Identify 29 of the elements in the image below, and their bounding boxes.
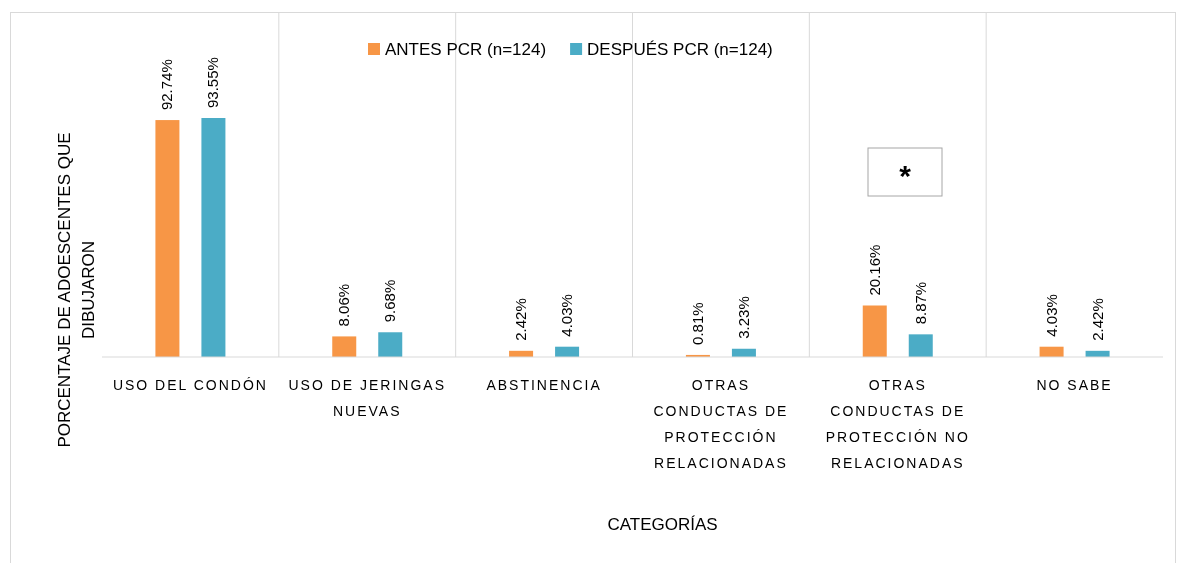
x-tick-label: NO SABE [1036,377,1113,393]
x-axis-title: CATEGORÍAS [607,515,718,534]
data-label: 8.06% [335,283,353,327]
legend-label: ANTES PCR (n=124) [385,40,547,59]
bar [862,305,887,357]
bar [201,118,226,357]
data-label: 2.42% [1088,298,1106,341]
x-tick-label: ABSTINENCIA [486,377,602,393]
data-label: 20.16% [865,244,883,296]
annotation: * [899,159,912,192]
data-label: 2.42% [512,298,530,341]
x-tick-label: OTRAS CONDUCTAS DE PROTECCIÓN RELACIONADAS [653,377,789,471]
bar [908,334,933,357]
data-label: 9.68% [381,279,399,323]
data-label: 0.81% [688,302,706,345]
data-label: 8.87% [911,281,929,325]
x-tick-label: OTRAS CONDUCTAS DE PROTECCIÓN NO RELACIONADAS [825,377,970,471]
x-tick-label: USO DE JERINGAS NUEVAS [288,377,447,419]
data-label: 93.55% [204,57,222,108]
data-label: 4.03% [558,294,576,337]
bar [155,120,180,357]
bar [332,336,357,357]
data-label: 3.23% [734,296,752,339]
x-tick-label: USO DEL CONDÓN [112,377,268,393]
y-axis-title: PORCENTAJE DE ADOESCENTES QUE DIBUJARON [55,132,98,448]
bar [378,332,403,357]
data-label: 92.74% [158,59,176,111]
legend-label: DESPUÉS PCR (n=124) [587,40,773,59]
data-label: 4.03% [1042,294,1060,337]
